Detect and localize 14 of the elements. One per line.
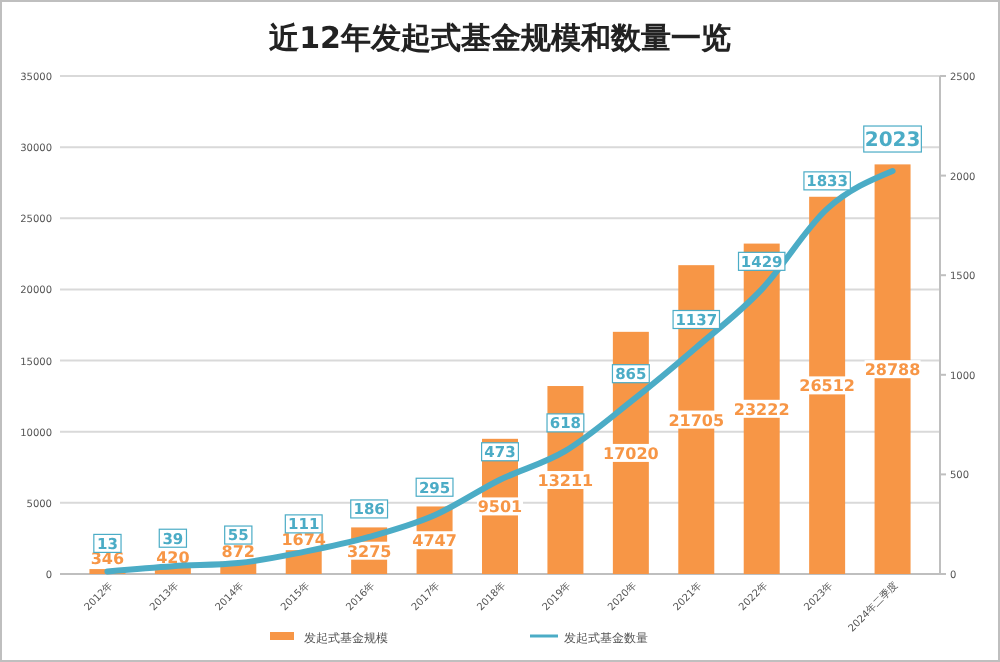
data-label: 4747 [412,532,457,551]
data-label: 9501 [477,498,524,517]
data-label: 1674 [281,531,327,550]
data-label: 23222 [733,400,790,419]
data-label: 21705 [668,411,725,430]
data-label: 2023 [864,130,921,153]
chart-title: 近12年发起式基金规模和数量一览 [267,20,731,56]
data-label: 3275 [346,542,393,561]
data-label: 420 [156,549,191,568]
data-label: 13211 [537,472,595,491]
data-label: 28788 [864,361,922,380]
data-label: 872 [221,542,255,561]
data-label: 26512 [799,377,855,396]
data-label: 17020 [603,444,660,463]
